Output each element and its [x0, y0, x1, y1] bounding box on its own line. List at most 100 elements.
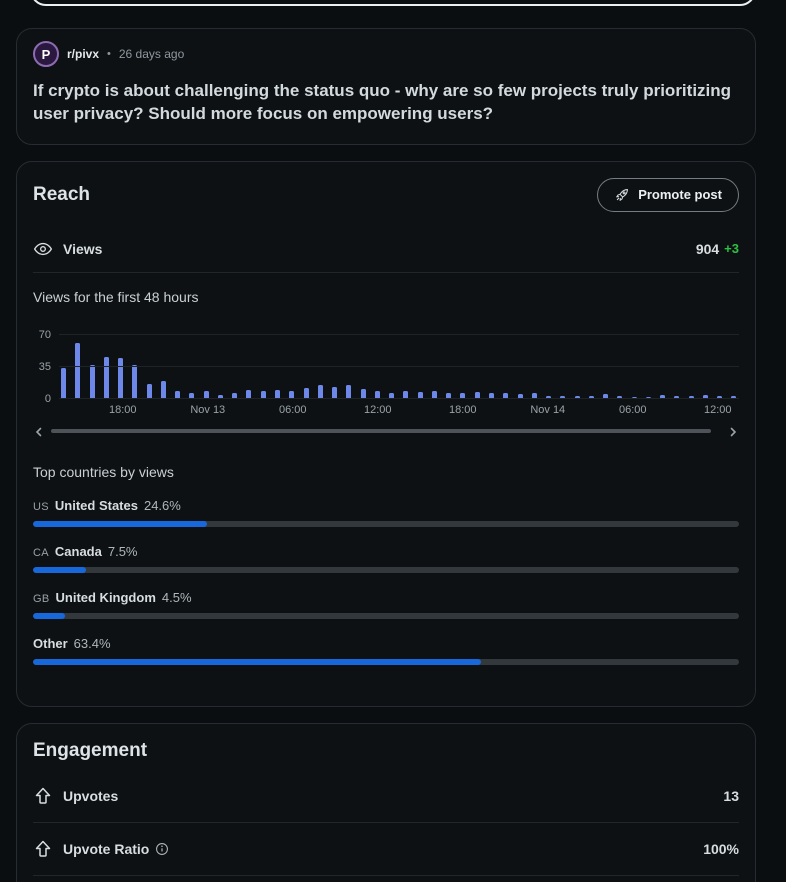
hour-bar[interactable] — [146, 384, 152, 399]
meta-separator: • — [107, 48, 111, 60]
hour-bar[interactable] — [603, 394, 609, 399]
hour-bar[interactable] — [503, 392, 509, 399]
info-icon[interactable] — [155, 842, 169, 856]
country-percent: 63.4% — [73, 635, 111, 651]
chart-scrollbar[interactable] — [33, 424, 739, 438]
hour-bar[interactable] — [118, 357, 124, 399]
views-value: 904 — [695, 240, 720, 257]
upvote-ratio-value: 100% — [703, 840, 739, 857]
reach-card: Reach Promote post Views — [16, 160, 756, 707]
country-row: US United States 24.6% — [33, 498, 739, 527]
hour-bar[interactable] — [303, 387, 309, 399]
scroll-right-icon[interactable] — [727, 425, 739, 437]
country-bar-track — [33, 612, 739, 619]
post-age: 26 days ago — [118, 47, 185, 61]
hour-bar[interactable] — [474, 391, 480, 399]
hour-bar[interactable] — [217, 395, 223, 399]
promote-post-button[interactable]: Promote post — [597, 177, 739, 212]
hour-bar[interactable] — [103, 356, 109, 399]
hour-bar[interactable] — [417, 391, 423, 399]
comments-row: Comments 6 — [33, 876, 739, 882]
country-bar-track — [33, 658, 739, 665]
scroll-left-icon[interactable] — [33, 425, 45, 437]
hour-bar[interactable] — [246, 389, 252, 399]
post-meta: P r/pivx • 26 days ago — [33, 41, 739, 67]
y-axis-tick: 0 — [44, 392, 51, 405]
gridline — [59, 365, 739, 367]
x-axis: 18:00 Nov 13 06:00 12:00 18:00 Nov 14 06:00 12:… — [59, 404, 739, 420]
hour-bar[interactable] — [660, 395, 666, 399]
hour-bar[interactable] — [317, 385, 323, 399]
hour-bar[interactable] — [446, 392, 452, 399]
country-percent: 4.5% — [161, 589, 192, 605]
views-delta: +3 — [724, 241, 739, 257]
rocket-icon — [614, 187, 630, 203]
hour-bar[interactable] — [232, 392, 238, 399]
upvotes-label: Upvotes — [63, 787, 119, 804]
hour-bar[interactable] — [346, 385, 352, 399]
hour-bar[interactable] — [617, 396, 623, 399]
country-name: United Kingdom — [55, 589, 156, 605]
hour-bar[interactable] — [274, 389, 280, 399]
hour-bar[interactable] — [731, 396, 737, 399]
country-code: GB — [33, 592, 50, 605]
country-bar-fill — [33, 566, 86, 573]
country-row: CA Canada 7.5% — [33, 544, 739, 573]
post-title: If crypto is about challenging the statu… — [33, 81, 732, 124]
upvote-ratio-row: Upvote Ratio 100% — [33, 823, 739, 876]
countries-heading: Top countries by views — [33, 463, 174, 480]
country-bar-fill — [33, 658, 481, 665]
hour-bar[interactable] — [688, 396, 694, 399]
hour-bar[interactable] — [132, 365, 138, 399]
hour-bar[interactable] — [546, 396, 552, 399]
divider — [33, 271, 739, 273]
hour-bar[interactable] — [588, 396, 594, 399]
scrollbar-track[interactable] — [51, 428, 721, 433]
hour-bar[interactable] — [203, 390, 209, 399]
hour-bar[interactable] — [574, 396, 580, 399]
hour-bar[interactable] — [289, 390, 295, 399]
hour-bar[interactable] — [560, 396, 566, 399]
views-row: Views 904 +3 — [33, 226, 739, 272]
hour-bar[interactable] — [702, 395, 708, 399]
x-axis-tick: 18:00 — [448, 403, 477, 416]
hour-bar[interactable] — [260, 390, 266, 399]
upvotes-row: Upvotes 13 — [33, 770, 739, 823]
upvotes-value: 13 — [723, 787, 739, 804]
hour-bar[interactable] — [531, 392, 537, 399]
hour-bar[interactable] — [717, 396, 723, 399]
chart-bars[interactable] — [61, 335, 737, 399]
upvote-icon — [33, 839, 53, 859]
y-axis-tick: 35 — [38, 360, 51, 373]
hour-bar[interactable] — [403, 390, 409, 399]
hour-bar[interactable] — [61, 367, 66, 399]
upvote-icon — [33, 786, 53, 806]
avatar-letter: P — [41, 46, 51, 62]
subreddit-name[interactable]: r/pivx — [67, 47, 100, 61]
x-axis-tick: 06:00 — [278, 403, 307, 416]
hour-bar[interactable] — [75, 343, 81, 399]
post-summary-card[interactable]: P r/pivx • 26 days ago If crypto is abou… — [16, 28, 756, 145]
hour-bar[interactable] — [460, 393, 466, 399]
x-axis-tick: 06:00 — [618, 403, 647, 416]
scrollbar-thumb[interactable] — [51, 428, 711, 433]
hour-bar[interactable] — [517, 394, 523, 399]
country-name: Canada — [54, 543, 102, 559]
hour-bar[interactable] — [374, 390, 380, 399]
x-axis-tick: Nov 13 — [190, 403, 226, 416]
hour-bar[interactable] — [160, 380, 166, 399]
country-code: CA — [33, 546, 49, 559]
y-axis: 0 35 70 — [33, 329, 59, 404]
views-label: Views — [63, 240, 103, 257]
hour-bar[interactable] — [488, 392, 494, 399]
hour-bar[interactable] — [332, 387, 338, 399]
hour-bar[interactable] — [674, 396, 680, 399]
hour-bar[interactable] — [189, 392, 195, 399]
hour-bar[interactable] — [389, 392, 395, 399]
y-axis-tick: 70 — [38, 328, 51, 341]
hour-bar[interactable] — [431, 390, 437, 399]
hour-bar[interactable] — [360, 388, 366, 399]
x-axis-tick: Nov 14 — [530, 403, 566, 416]
hour-bar[interactable] — [89, 365, 95, 399]
hour-bar[interactable] — [175, 390, 181, 399]
